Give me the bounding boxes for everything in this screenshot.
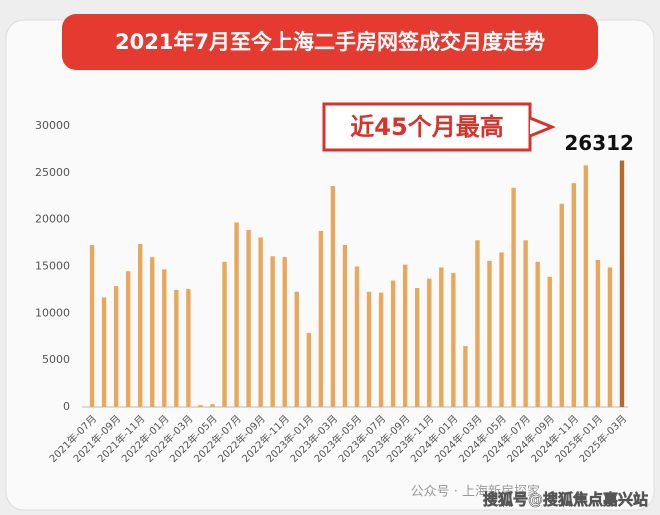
bar <box>282 257 287 407</box>
bar <box>162 269 167 407</box>
bar <box>210 404 215 407</box>
bar <box>366 291 372 407</box>
y-tick-label: 5000 <box>42 353 70 366</box>
bar <box>270 256 275 407</box>
data-label: 26312 <box>564 131 634 155</box>
title-banner <box>62 14 598 70</box>
bar <box>427 278 432 407</box>
source: 搜狐号@搜狐焦点嘉兴站 <box>483 491 648 509</box>
bar <box>475 240 480 407</box>
bar <box>451 273 456 407</box>
bar <box>174 289 179 407</box>
bar <box>511 187 516 407</box>
y-tick-label: 15000 <box>35 260 70 273</box>
annotation-pointer <box>529 116 556 138</box>
bar <box>535 261 540 407</box>
bar <box>499 252 504 407</box>
watermark: 公众号 · 上海新房探家 <box>411 484 540 500</box>
bar <box>89 244 95 407</box>
bar <box>607 267 613 407</box>
bar <box>138 244 143 407</box>
bar <box>342 244 348 407</box>
y-tick-label: 25000 <box>35 166 70 179</box>
bar <box>571 183 576 407</box>
bar <box>258 237 263 407</box>
annotation-box <box>322 102 532 152</box>
y-tick-label: 10000 <box>35 306 70 319</box>
bar <box>125 271 131 407</box>
annotation: 近45个月最高 <box>350 113 503 141</box>
bar <box>463 346 468 407</box>
y-tick-label: 30000 <box>35 119 70 132</box>
bar <box>198 405 203 407</box>
bar <box>619 160 625 407</box>
bar <box>306 333 312 407</box>
bar <box>186 288 191 407</box>
bar <box>234 222 239 407</box>
bar <box>595 259 601 407</box>
bar <box>222 261 227 407</box>
bar <box>113 286 119 407</box>
bar <box>246 229 251 407</box>
bar <box>523 240 528 407</box>
bar <box>547 276 552 407</box>
bar <box>439 267 444 407</box>
bar <box>294 291 299 407</box>
bar <box>390 280 396 407</box>
bar <box>150 257 155 407</box>
bar <box>330 185 336 407</box>
bar <box>378 292 384 407</box>
y-tick-label: 0 <box>63 400 70 413</box>
bar <box>583 165 589 407</box>
bar <box>559 203 564 407</box>
bar <box>101 297 107 407</box>
bar <box>318 230 324 407</box>
y-tick-label: 20000 <box>35 213 70 226</box>
chart-title: 2021年7月至今上海二手房网签成交月度走势 <box>115 30 545 54</box>
bar <box>354 266 360 407</box>
bar <box>402 264 408 407</box>
bar <box>415 288 420 407</box>
bar <box>487 260 492 407</box>
